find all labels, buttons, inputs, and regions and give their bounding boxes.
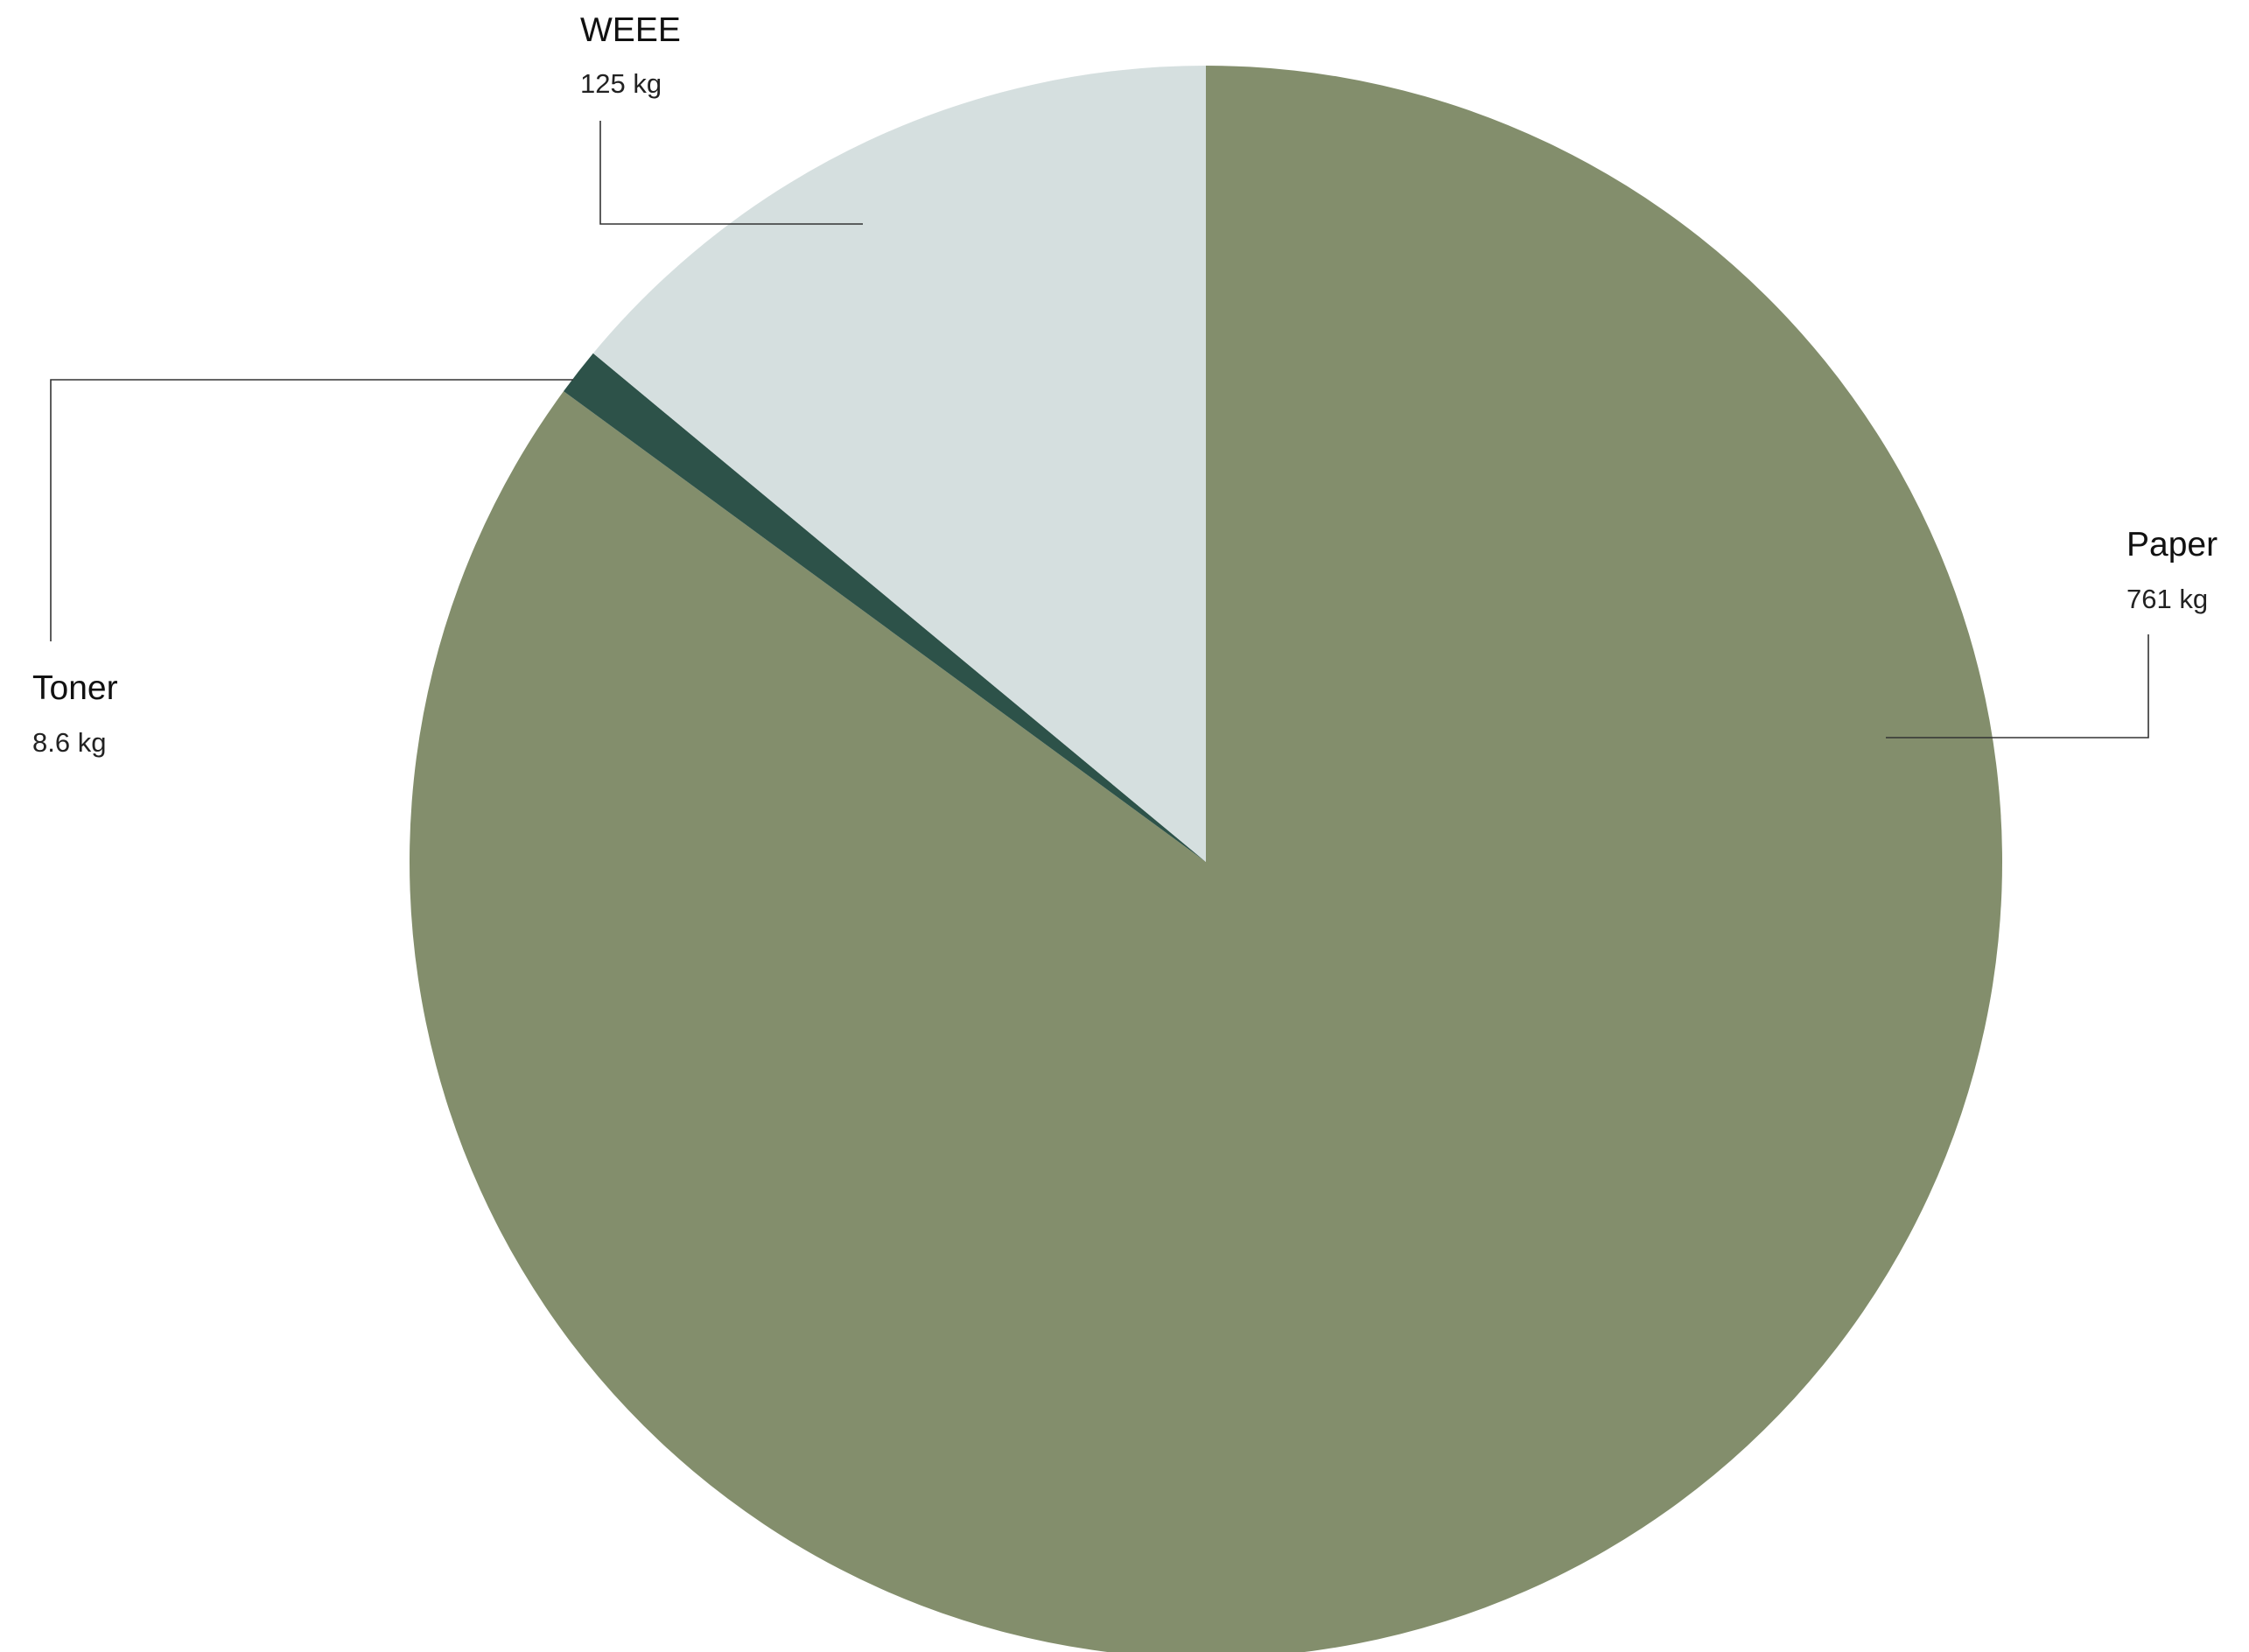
- slice-value-toner: 8.6 kg: [32, 727, 106, 758]
- slice-label-weee: WEEE: [580, 11, 681, 49]
- slice-labels: Paper 761 kg Toner 8.6 kg WEEE 125 kg: [32, 11, 2217, 758]
- leader-line-weee: [599, 121, 863, 225]
- pie-slice-paper: [410, 66, 2003, 1652]
- slice-value-paper: 761 kg: [2126, 584, 2208, 614]
- leader-lines: [50, 121, 2149, 738]
- leader-line-paper: [1886, 634, 2149, 738]
- pie-slice-toner: [564, 353, 1206, 862]
- pie-slice-weee: [592, 66, 1206, 862]
- slice-label-toner: Toner: [32, 669, 118, 707]
- slice-value-weee: 125 kg: [580, 68, 662, 99]
- slice-label-paper: Paper: [2126, 526, 2217, 564]
- pie-slices: [410, 66, 2003, 1652]
- leader-line-toner: [50, 379, 573, 641]
